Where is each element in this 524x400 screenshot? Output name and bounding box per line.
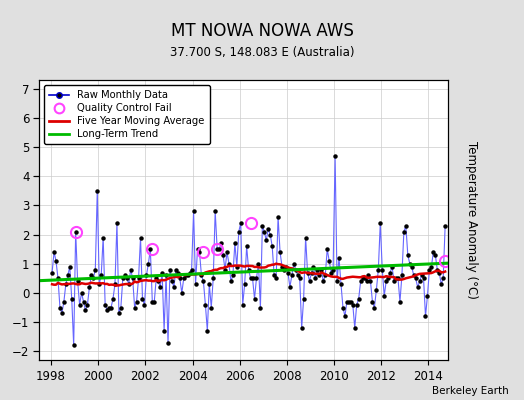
Text: MT NOWA NOWA AWS: MT NOWA NOWA AWS (171, 22, 353, 40)
Text: Berkeley Earth: Berkeley Earth (432, 386, 508, 396)
Text: 37.700 S, 148.083 E (Australia): 37.700 S, 148.083 E (Australia) (170, 46, 354, 59)
Legend: Raw Monthly Data, Quality Control Fail, Five Year Moving Average, Long-Term Tren: Raw Monthly Data, Quality Control Fail, … (45, 85, 210, 144)
Y-axis label: Temperature Anomaly (°C): Temperature Anomaly (°C) (465, 141, 478, 299)
